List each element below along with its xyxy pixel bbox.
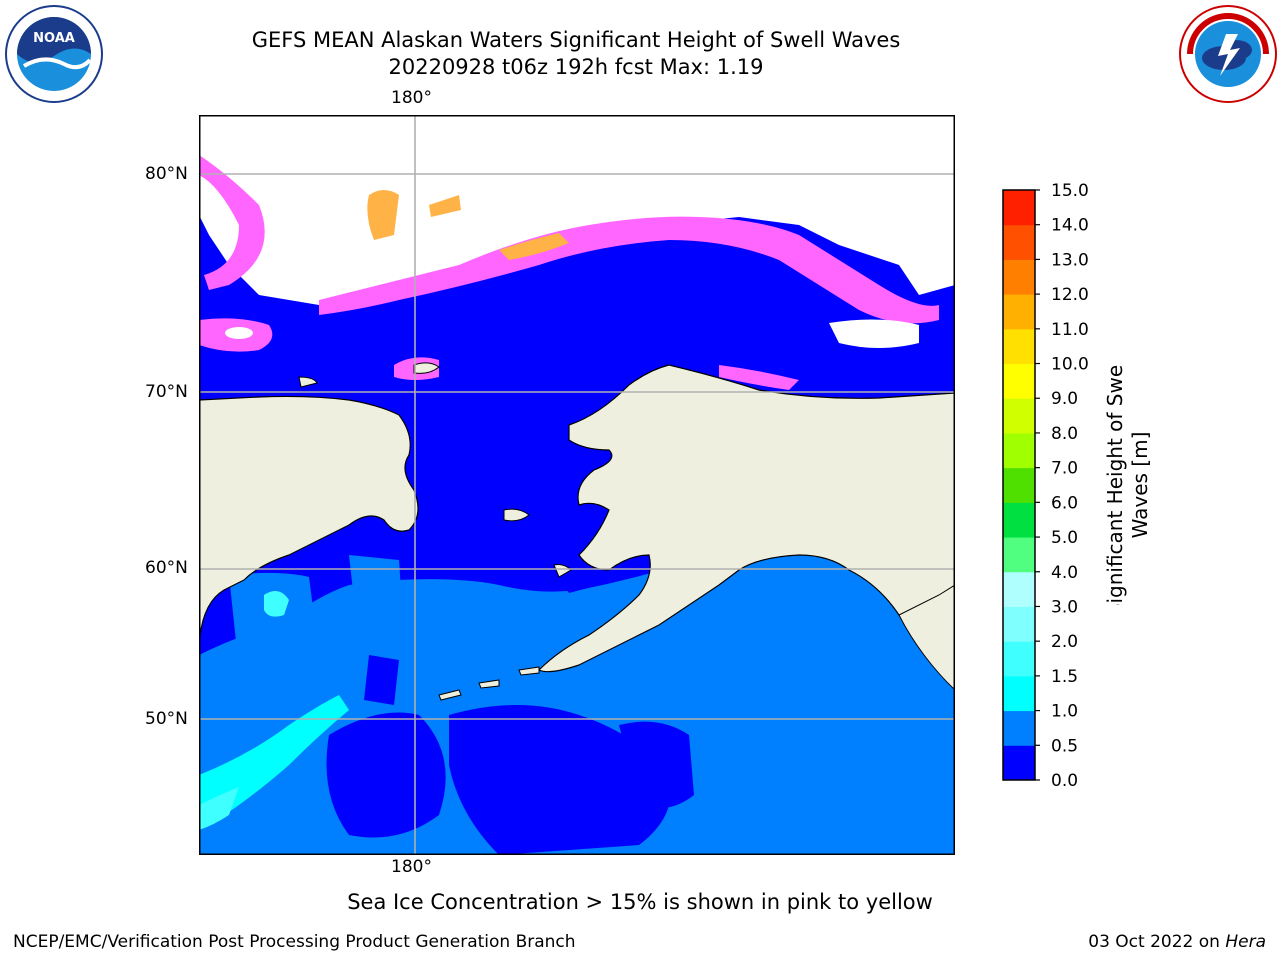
colorbar-tick-label: 1.0	[1051, 702, 1078, 722]
colorbar-segment	[1003, 641, 1035, 677]
colorbar-segment	[1003, 467, 1035, 503]
footer-date: 03 Oct 2022 on Hera	[1088, 932, 1266, 952]
colorbar-segment	[1003, 398, 1035, 434]
colorbar-label-line2: Waves [m]	[1128, 432, 1152, 539]
colorbar-segment	[1003, 537, 1035, 573]
nws-logo	[1179, 5, 1277, 103]
colorbar-segment	[1003, 328, 1035, 365]
lon-label-top: 180°	[391, 88, 432, 108]
colorbar-segment	[1003, 432, 1035, 469]
colorbar-tick-label: 9.0	[1051, 389, 1078, 409]
colorbar-segment	[1003, 259, 1035, 295]
swell-height-map	[199, 115, 955, 855]
colorbar: 0.0 0.5 1.0 1.5 2.0 3.0 4.0 5.0 6.0 7.0 8.0 9.0 10.0…	[1002, 181, 1089, 790]
colorbar-tick-label: 0.5	[1051, 736, 1078, 756]
chart-title: GEFS MEAN Alaskan Waters Significant Hei…	[251, 28, 901, 52]
colorbar-tick-label: 2.0	[1051, 632, 1078, 652]
colorbar-tick-label: 0.0	[1051, 771, 1078, 790]
lon-label-bottom: 180°	[391, 857, 432, 877]
colorbar-segment	[1003, 190, 1035, 226]
colorbar-tick-label: 13.0	[1051, 250, 1089, 270]
colorbar-tick-label: 11.0	[1051, 320, 1089, 340]
lat-label-50: 50°N	[145, 709, 188, 729]
lat-label-60: 60°N	[145, 558, 188, 578]
colorbar-segment	[1003, 571, 1035, 607]
colorbar-tick-label: 14.0	[1051, 216, 1089, 236]
noaa-logo: NOAA	[5, 5, 103, 103]
colorbar-tick-label: 6.0	[1051, 493, 1078, 513]
colorbar-segment	[1003, 224, 1035, 260]
sea-ice-note: Sea Ice Concentration > 15% is shown in …	[347, 890, 933, 914]
lat-label-80: 80°N	[145, 164, 188, 184]
colorbar-segment	[1003, 606, 1035, 642]
colorbar-label-line1: Significant Height of Swell	[1103, 365, 1127, 605]
colorbar-tick-label: 7.0	[1051, 459, 1078, 479]
colorbar-segment	[1003, 745, 1035, 781]
chart-subtitle: 20220928 t06z 192h fcst Max: 1.19	[388, 55, 764, 79]
colorbar-tick-label: 3.0	[1051, 597, 1078, 617]
colorbar-tick-label: 5.0	[1051, 528, 1078, 548]
footer-date-text: 03 Oct 2022 on	[1088, 932, 1226, 952]
footer-machine: Hera	[1225, 932, 1266, 952]
colorbar-label: Significant Height of Swell Waves [m]	[1060, 354, 1180, 616]
footer-credit: NCEP/EMC/Verification Post Processing Pr…	[13, 932, 576, 952]
colorbar-tick-label: 10.0	[1051, 355, 1089, 375]
noaa-logo-text: NOAA	[33, 31, 75, 46]
colorbar-segment	[1003, 502, 1035, 538]
colorbar-segment	[1003, 710, 1035, 746]
lat-label-70: 70°N	[145, 382, 188, 402]
colorbar-segment	[1003, 363, 1035, 399]
colorbar-tick-label: 8.0	[1051, 424, 1078, 444]
colorbar-segment	[1003, 294, 1035, 330]
colorbar-tick-label: 4.0	[1051, 563, 1078, 583]
colorbar-tick-label: 15.0	[1051, 181, 1089, 201]
colorbar-tick-label: 1.5	[1051, 667, 1078, 687]
colorbar-tick-label: 12.0	[1051, 285, 1089, 305]
colorbar-segment	[1003, 675, 1035, 712]
